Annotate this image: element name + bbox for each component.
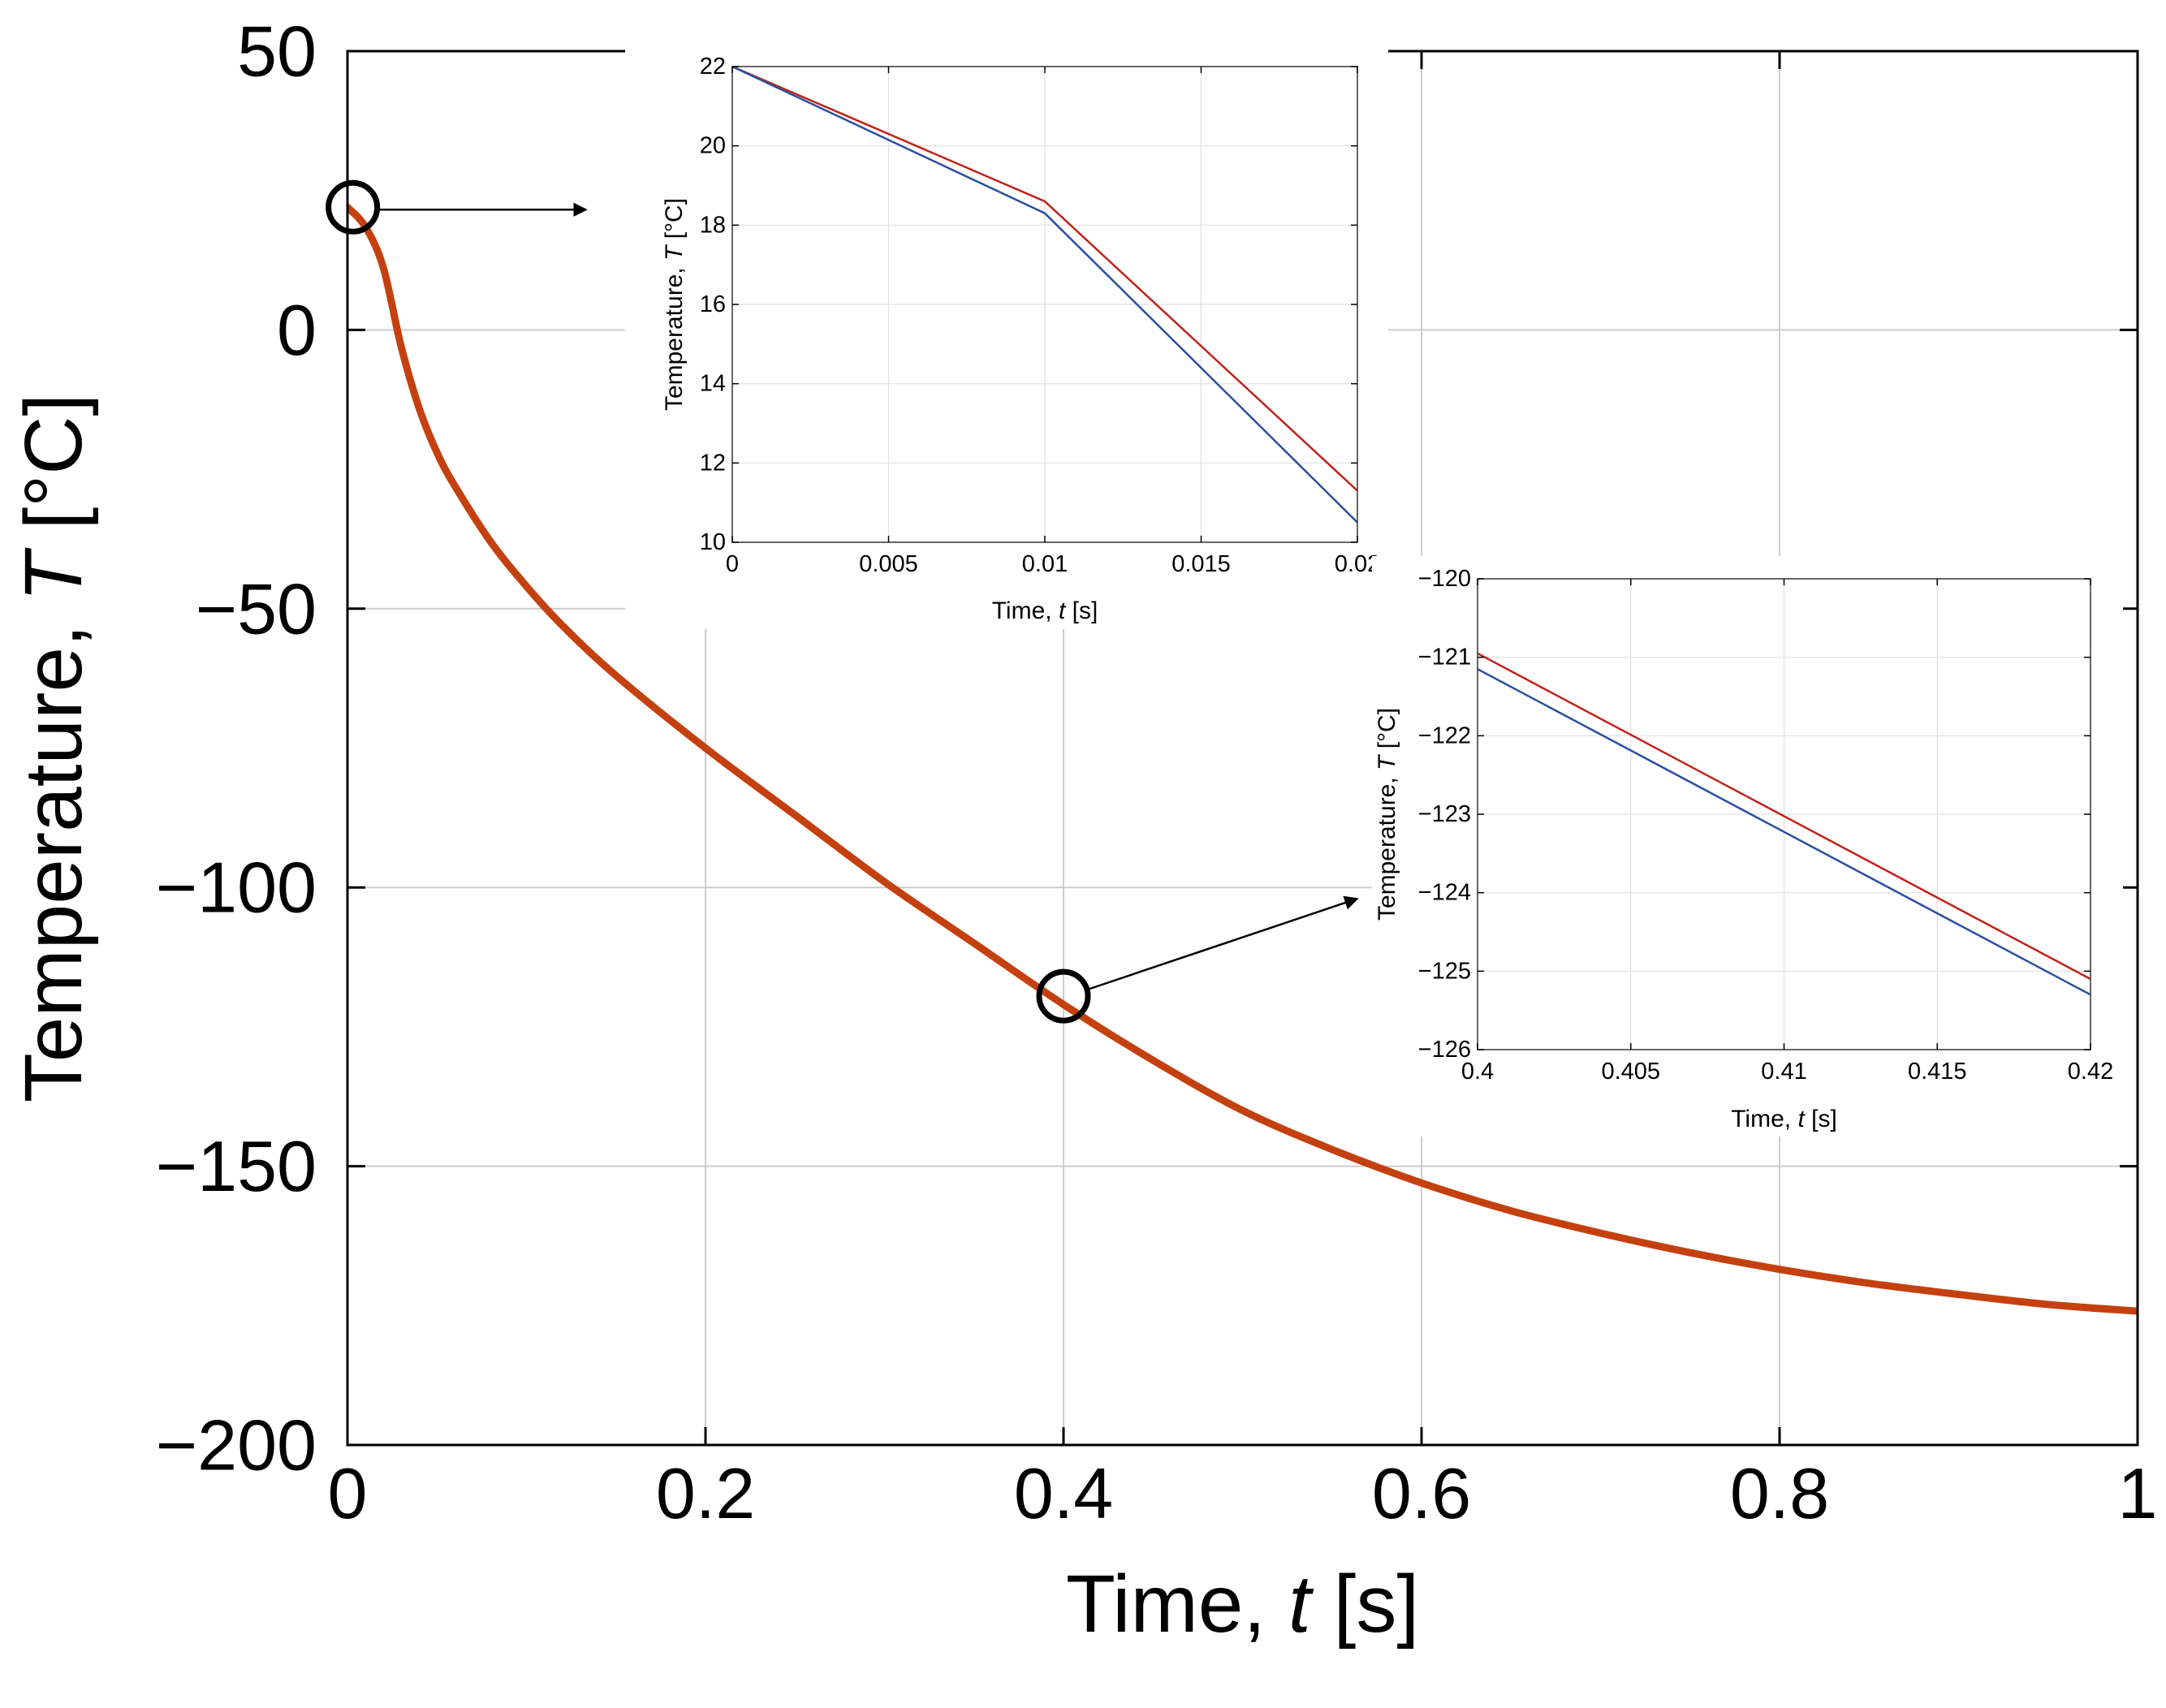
x-tick-label: 0.005 (859, 551, 918, 577)
y-tick-label: −125 (1418, 958, 1471, 984)
x-axis-label: Time, t [s] (1066, 1559, 1419, 1650)
y-tick-label: −50 (196, 568, 317, 649)
x-tick-label: 0.6 (1372, 1453, 1471, 1533)
y-tick-label: −122 (1418, 722, 1471, 748)
y-tick-label: −200 (156, 1405, 317, 1486)
x-tick-label: 0.015 (1171, 551, 1231, 577)
x-tick-label: 0.415 (1908, 1059, 1967, 1085)
series-line-red (732, 67, 1357, 492)
y-tick-label: 50 (237, 11, 317, 92)
y-tick-label: −123 (1418, 801, 1471, 827)
y-tick-label: 12 (700, 450, 726, 476)
y-tick-label: −124 (1418, 880, 1471, 906)
zoom-circle-mid (1036, 968, 1091, 1024)
x-tick-label: 0.2 (656, 1453, 755, 1533)
y-tick-label: 16 (700, 291, 726, 317)
x-tick-label: 0.8 (1730, 1453, 1829, 1533)
y-axis-label: Temperature, T [°C] (8, 394, 99, 1103)
x-tick-label: 0.4 (1014, 1453, 1113, 1533)
x-tick-label: 0.41 (1761, 1059, 1806, 1085)
zoom-annotations (326, 179, 1359, 1024)
inset-chart-mid: 0.4 0.405 0.41 0.415 0.42 −126 −125 −124 −123 −12… (1372, 556, 2123, 1137)
y-tick-label: 18 (700, 212, 726, 238)
x-tick-label: 0.01 (1022, 551, 1068, 577)
x-tick-label: 0 (726, 551, 739, 577)
x-tick-label: 1 (2118, 1453, 2158, 1533)
x-tick-label: 0 (328, 1453, 368, 1533)
y-tick-label: 10 (700, 529, 726, 555)
x-tick-label: 0.42 (2068, 1059, 2113, 1085)
y-tick-label: 14 (700, 371, 726, 397)
zoom-arrow-mid (1089, 895, 1359, 990)
x-axis-label: Time, t [s] (1731, 1106, 1837, 1132)
series-line-blue (732, 67, 1357, 524)
y-tick-label: −100 (156, 848, 317, 928)
series-line-red (1478, 652, 2090, 981)
y-tick-label: −126 (1418, 1037, 1471, 1063)
y-tick-label: 22 (700, 54, 726, 80)
x-tick-label: 0.4 (1461, 1059, 1494, 1085)
x-tick-label: 0.405 (1601, 1059, 1660, 1085)
series-line-temperature (347, 203, 2138, 1315)
y-axis-label: Temperature, T [°C] (661, 198, 688, 411)
y-tick-label: 0 (277, 290, 317, 370)
y-axis-label: Temperature, T [°C] (1374, 708, 1400, 921)
y-tick-label: 20 (700, 133, 726, 159)
y-tick-label: −121 (1418, 645, 1471, 671)
y-tick-label: −120 (1418, 566, 1471, 592)
series-line-blue (1478, 667, 2090, 996)
y-tick-label: −150 (156, 1126, 317, 1206)
zoom-circle-start (326, 179, 381, 235)
x-axis-label: Time, t [s] (992, 597, 1098, 624)
